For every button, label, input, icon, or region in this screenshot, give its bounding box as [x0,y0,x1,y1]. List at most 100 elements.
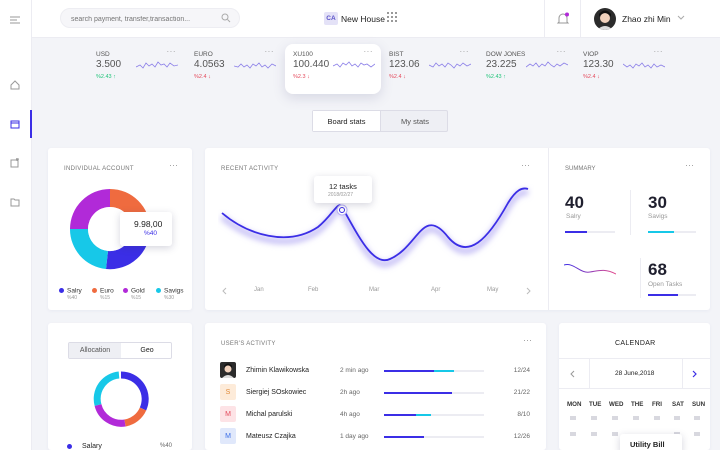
activity-summary-card: RECENT ACTIVITY ··· SUMMARY ··· [205,148,710,310]
progress-bar [384,414,484,416]
sparkline [234,62,276,69]
weekday-label: MON [567,401,582,408]
progress-bar [384,370,484,372]
calendar-divider [559,358,710,359]
list-item[interactable]: M Michal parulski 4h ago 8/10 [220,406,540,426]
savings-value: 30 [648,193,667,212]
sparkline [136,61,178,69]
avatar[interactable] [594,8,616,30]
weekday-label: FRI [652,401,662,408]
avatar: M [220,406,236,422]
allocation-item-label: Salary [82,443,102,450]
ticker-euro[interactable]: ··· EURO 4.0563 %2.4 ↓ [194,47,276,80]
notification-bell-icon[interactable] [556,12,570,28]
more-icon[interactable]: ··· [521,160,530,170]
sidebar-active-indicator [30,110,32,138]
card-title: INDIVIDUAL ACCOUNT [64,166,134,172]
tab-board-stats[interactable]: Board stats [313,111,381,131]
calendar-event-popup[interactable]: Utility Bill [620,434,682,450]
card-title: USER'S ACTIVITY [221,341,276,347]
workspace-badge: CA [324,12,338,25]
more-icon[interactable]: ··· [653,47,663,56]
list-item[interactable]: Zhimin Klawikowska 2 min ago 12/24 [220,362,540,382]
summary-divider [640,258,641,298]
chart-line-shadow [220,189,529,268]
workspace-name[interactable]: New House [341,14,385,24]
more-icon[interactable]: ··· [523,335,532,345]
home-icon[interactable] [8,78,22,92]
salary-label: Salry [566,213,581,220]
menu-icon[interactable] [8,13,22,27]
user-name[interactable]: Zhao zhi Min [622,14,671,24]
savings-bar-fill [648,231,674,233]
calendar-divider [589,358,590,388]
more-icon[interactable]: ··· [459,47,469,56]
users-activity-card: USER'S ACTIVITY ··· [205,323,546,450]
tab-geo[interactable]: Geo [121,343,171,358]
search-box[interactable] [60,8,240,28]
salary-bar-fill [565,231,587,233]
sparkline [333,61,375,68]
allocation-toggle: Allocation Geo [68,342,172,359]
folder-icon[interactable] [8,195,22,209]
legend-item: Gold %15 [123,286,145,301]
header-divider [544,0,545,38]
top-header: CA New House Zhao zhi Min [32,0,720,38]
tab-my-stats[interactable]: My stats [401,116,429,126]
sparkline [526,61,568,68]
ticker-viop[interactable]: ··· VIOP 123.30 %2.4 ↓ [583,47,665,80]
ticker-usd[interactable]: ··· USD 3.500 %2.43 ↑ [96,47,178,80]
more-icon[interactable]: ··· [264,47,274,56]
tasks-label: Open Tasks [648,281,683,288]
legend-dot [67,444,72,449]
add-document-icon[interactable] [8,156,22,170]
progress-bar [384,392,484,394]
more-icon[interactable]: ··· [169,160,178,170]
ticker-xu100[interactable]: ··· XU100 100.440 %2.3 ↓ [285,44,381,94]
salary-bar [565,231,615,233]
more-icon[interactable]: ··· [363,47,373,56]
allocation-card: Allocation Geo [48,323,192,450]
tab-allocation[interactable]: Allocation [69,343,121,358]
weekday-label: TUE [589,401,602,408]
allocation-donut-chart [93,371,149,427]
ticker-bist[interactable]: ··· BIST 123.06 %2.4 ↓ [389,47,471,80]
month-label: Feb [308,287,319,293]
apps-grid-icon[interactable] [387,12,397,24]
chart-tooltip: 12 tasks 2018/02/27 [314,176,372,203]
list-item[interactable]: M Mateusz Czajka 1 day ago 12/26 [220,428,540,448]
month-label: Jan [254,287,264,293]
calendar-divider [559,388,710,389]
event-title: Utility Bill [630,440,665,449]
calendar-divider [682,358,683,388]
chevron-down-icon[interactable] [677,13,685,23]
chevron-right-icon[interactable] [692,370,698,380]
header-divider [580,0,581,38]
list-item[interactable]: S Siergiej SOskowiec 2h ago 21/22 [220,384,540,404]
chart-line [221,187,529,262]
sparkline [623,62,665,69]
wallet-icon[interactable] [8,117,22,131]
weekday-label: SAT [672,401,684,408]
calendar-card [559,323,710,450]
month-label: Apr [431,287,441,293]
chevron-left-icon[interactable] [569,370,575,380]
chevron-right-icon[interactable] [526,287,532,297]
more-icon[interactable]: ··· [556,47,566,56]
legend-item: Euro %15 [92,286,114,301]
weekday-label: WED [609,401,624,408]
more-icon[interactable]: ··· [685,160,694,170]
more-icon[interactable]: ··· [166,47,176,56]
calendar-date: 28 June,2018 [615,370,655,377]
ticker-dow-jones[interactable]: ··· DOW JONES 23.225 %2.43 ↑ [486,47,568,80]
tasks-bar-fill [648,294,678,296]
weekday-label: SUN [692,401,706,408]
chevron-left-icon[interactable] [221,287,227,297]
month-label: May [487,287,499,293]
sidebar [0,0,32,450]
search-input[interactable] [71,13,211,25]
summary-title: SUMMARY [565,166,596,172]
weekday-label: THE [631,401,644,408]
sparkline [429,62,471,69]
search-icon[interactable] [221,13,231,25]
